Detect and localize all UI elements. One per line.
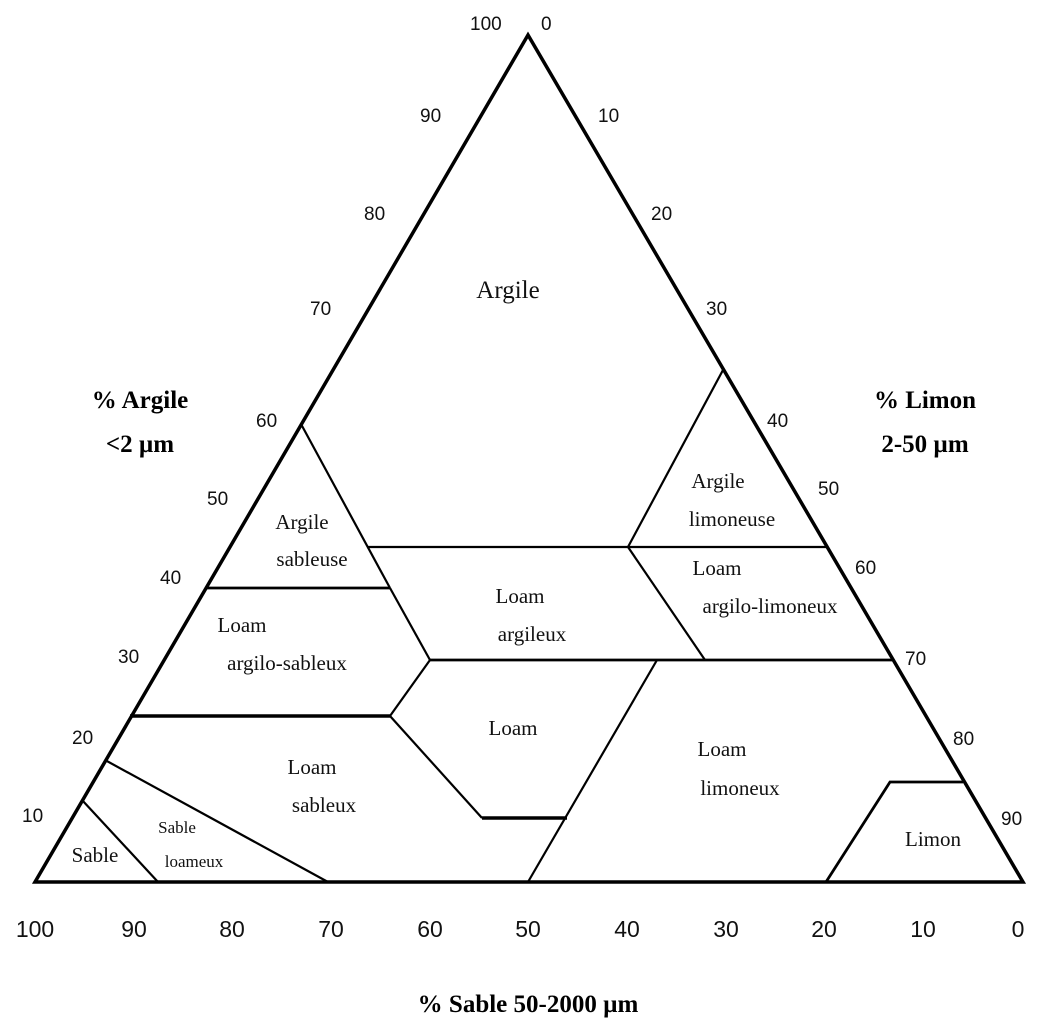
tick-bottom-20: 20	[811, 916, 837, 942]
tick-bottom-40: 40	[614, 916, 640, 942]
tick-right-10: 10	[598, 106, 619, 127]
label-loam: Loam	[489, 716, 538, 740]
bottom-tick-labels: 100 90 80 70 60 50 40 30 20 10 0	[16, 916, 1025, 942]
boundary-loam-argileux-left	[389, 587, 431, 661]
boundary-argile-limoneuse-left	[627, 369, 724, 548]
boundary-limon	[824, 780, 963, 883]
clay-axis-unit: <2 µm	[106, 431, 174, 458]
label-argile-sableuse-1: Argile	[275, 510, 328, 534]
boundary-loam-limoneux-left	[527, 659, 658, 883]
silt-axis-title: % Limon	[874, 387, 976, 414]
left-tick-labels: 100 90 80 70 60 50 40 30 20 10	[22, 14, 502, 827]
boundary-loam-argilo-limoneux-left	[627, 546, 706, 661]
tick-bottom-60: 60	[417, 916, 443, 942]
label-argile-limoneuse-2: limoneuse	[689, 507, 775, 531]
sand-axis-title: % Sable 50-2000 µm	[418, 991, 639, 1018]
tick-right-60: 60	[855, 558, 876, 579]
triangle-outline	[31, 31, 1027, 884]
tick-left-60: 60	[256, 411, 277, 432]
tick-right-50: 50	[818, 479, 839, 500]
label-loam-sableux-2: sableux	[292, 793, 357, 817]
tick-right-40: 40	[767, 411, 788, 432]
label-sable: Sable	[72, 843, 119, 867]
label-loam-limoneux-1: Loam	[698, 737, 747, 761]
label-argile-sableuse-2: sableuse	[276, 547, 347, 571]
label-loam-argilo-limoneux-1: Loam	[693, 556, 742, 580]
tick-bottom-0: 0	[1012, 916, 1025, 942]
label-sable-loameux-2: loameux	[165, 852, 224, 871]
class-boundaries	[81, 369, 963, 883]
tick-bottom-10: 10	[910, 916, 936, 942]
tick-bottom-80: 80	[219, 916, 245, 942]
tick-right-30: 30	[706, 299, 727, 320]
tick-right-70: 70	[905, 649, 926, 670]
tick-bottom-90: 90	[121, 916, 147, 942]
label-argile-limoneuse-1: Argile	[691, 469, 744, 493]
boundary-loam-left	[389, 715, 483, 819]
tick-right-0: 0	[541, 14, 552, 35]
tick-right-80: 80	[953, 729, 974, 750]
right-tick-labels: 0 10 20 30 40 50 60 70 80 90	[541, 14, 1022, 830]
tick-left-90: 90	[420, 106, 441, 127]
boundary-loam-argilo-sableux-bottom	[389, 659, 431, 717]
tick-left-40: 40	[160, 568, 181, 589]
label-loam-argileux-1: Loam	[496, 584, 545, 608]
label-loam-argilo-sableux-2: argilo-sableux	[227, 651, 347, 675]
tick-left-20: 20	[72, 728, 93, 749]
axis-titles: % Argile <2 µm % Limon 2-50 µm % Sable 5…	[92, 387, 976, 1018]
tick-right-90: 90	[1001, 809, 1022, 830]
silt-axis-unit: 2-50 µm	[881, 431, 968, 458]
label-loam-limoneux-2: limoneux	[700, 776, 780, 800]
tick-left-10: 10	[22, 806, 43, 827]
tick-left-80: 80	[364, 204, 385, 225]
tick-left-30: 30	[118, 647, 139, 668]
tick-left-70: 70	[310, 299, 331, 320]
tick-bottom-50: 50	[515, 916, 541, 942]
boundary-sable	[81, 799, 159, 883]
tick-right-20: 20	[651, 204, 672, 225]
label-argile: Argile	[476, 277, 539, 304]
boundary-argile-sableuse	[300, 423, 391, 589]
clay-axis-title: % Argile	[92, 387, 189, 414]
tick-left-50: 50	[207, 489, 228, 510]
boundary-sable-loameux-top	[104, 759, 329, 883]
tick-bottom-30: 30	[713, 916, 739, 942]
tick-left-100: 100	[470, 14, 502, 35]
tick-bottom-70: 70	[318, 916, 344, 942]
label-limon: Limon	[905, 827, 961, 851]
label-sable-loameux-1: Sable	[158, 818, 196, 837]
label-loam-sableux-1: Loam	[288, 755, 337, 779]
label-loam-argileux-2: argileux	[498, 622, 567, 646]
label-loam-argilo-limoneux-2: argilo-limoneux	[703, 594, 838, 618]
tick-bottom-100: 100	[16, 916, 54, 942]
label-loam-argilo-sableux-1: Loam	[218, 613, 267, 637]
region-labels: Argile Argile limoneuse Argile sableuse …	[72, 277, 962, 871]
